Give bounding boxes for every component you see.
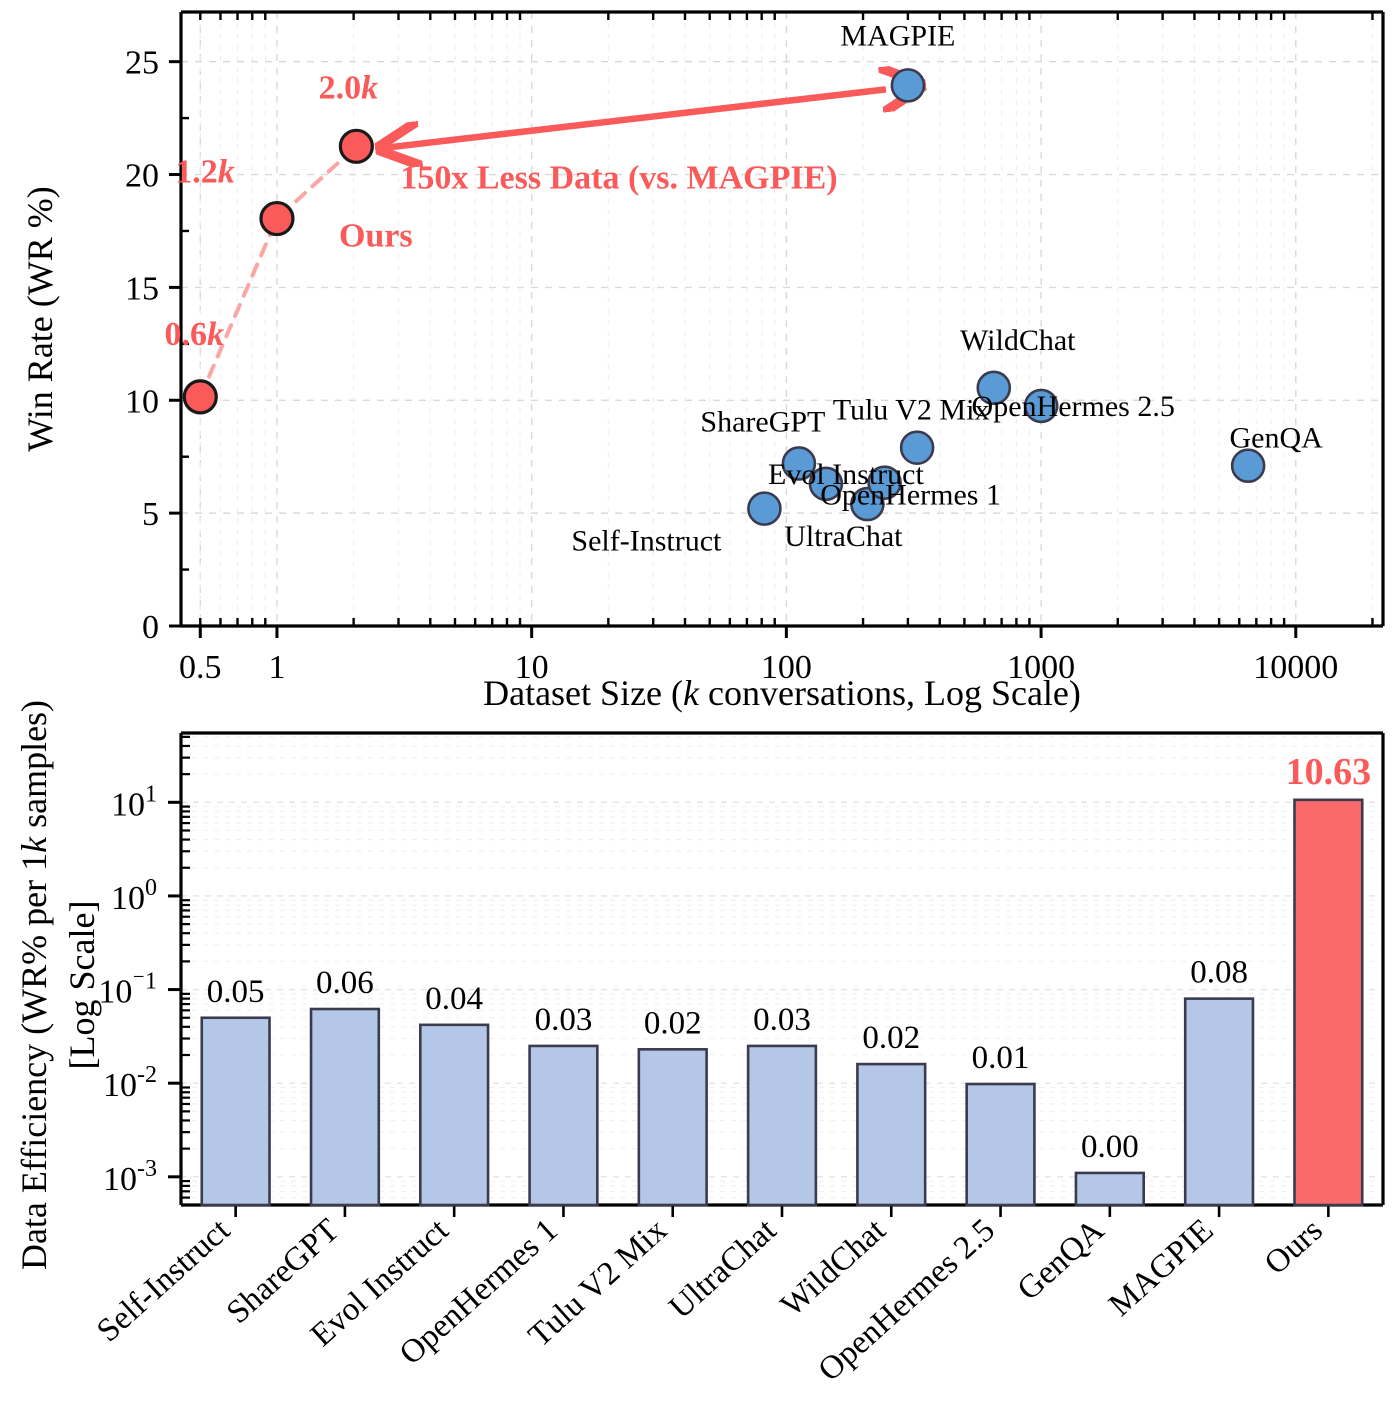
scatter-marker-genqa bbox=[1230, 448, 1266, 484]
bar-value-label-evol-instruct: 0.04 bbox=[425, 981, 483, 1017]
bar-y-tick-0: 101 bbox=[111, 781, 157, 823]
magpie-comparison-arrow bbox=[380, 89, 886, 148]
bar-value-label-wildchat: 0.02 bbox=[862, 1020, 920, 1056]
scatter-y-axis-title: Win Rate (WR %) bbox=[20, 186, 60, 451]
scatter-label-self-instruct: Self-Instruct bbox=[571, 525, 722, 558]
svg-text:20: 20 bbox=[125, 158, 159, 195]
bar-y-tick-1: 100 bbox=[111, 875, 157, 917]
scatter-y-tick-labels: 0 5 10 15 20 25 bbox=[125, 45, 159, 646]
ours-size-label-1.2k: 1.2k bbox=[175, 154, 235, 191]
scatter-label-wildchat: WildChat bbox=[960, 324, 1076, 357]
bar-wildchat bbox=[856, 1062, 927, 1207]
bar-value-label-openhermes-1: 0.03 bbox=[535, 1002, 593, 1038]
bar-y-tick-3: 10-2 bbox=[103, 1062, 157, 1104]
scatter-label-evol-instruct: Evol Instruct bbox=[768, 458, 924, 491]
bar-y-tick-labels: 101 100 10⁻1 10-2 10-3 bbox=[98, 781, 157, 1197]
bar-tick-marks bbox=[168, 735, 1330, 1217]
scatter-marker-magpie bbox=[890, 68, 926, 103]
scatter-label-magpie: MAGPIE bbox=[840, 19, 955, 52]
bar-value-label-self-instruct: 0.05 bbox=[207, 974, 265, 1010]
scatter-point-labels: Self-Instruct ShareGPT Evol Instruct UltraC… bbox=[165, 19, 1324, 557]
scatter-label-sharegpt: ShareGPT bbox=[700, 405, 825, 438]
scatter-marker-wildchat bbox=[976, 370, 1012, 406]
scatter-panel: 0.5 1 10 100 1000 10000 0 5 10 15 20 25 Self-Instr… bbox=[20, 10, 1385, 713]
bar-magpie bbox=[1183, 997, 1255, 1207]
svg-text:25: 25 bbox=[125, 45, 159, 82]
scatter-marker-self-instruct bbox=[747, 491, 782, 526]
scatter-tick-marks bbox=[169, 12, 1374, 638]
svg-text:10000: 10000 bbox=[1253, 649, 1338, 686]
svg-text:5: 5 bbox=[142, 496, 159, 533]
bar-tulu-v2-mix bbox=[637, 1048, 708, 1207]
svg-text:15: 15 bbox=[125, 270, 159, 307]
ours-marker-0.6k bbox=[182, 379, 218, 415]
bar-ours bbox=[1293, 798, 1364, 1207]
scatter-x-axis-title: Dataset Size (k conversations, Log Scale… bbox=[483, 673, 1081, 713]
scatter-marker-evol-instruct bbox=[808, 466, 844, 502]
bar-y-tick-2: 10⁻1 bbox=[98, 969, 157, 1011]
bar-sharegpt bbox=[309, 1007, 381, 1207]
ours-marker-1.2k bbox=[259, 200, 295, 237]
ours-size-label-2.0k: 2.0k bbox=[319, 69, 379, 106]
bar-rectangles bbox=[200, 798, 1364, 1207]
bar-y-axis-title-line1: Data Efficiency (WR% per 1k samples) bbox=[14, 700, 54, 1270]
scatter-marker-sharegpt bbox=[781, 446, 817, 481]
svg-text:100: 100 bbox=[761, 649, 812, 686]
bar-value-label-sharegpt: 0.06 bbox=[316, 965, 374, 1001]
svg-text:1: 1 bbox=[268, 649, 285, 686]
scatter-marker-tulu-v2-mix bbox=[899, 430, 935, 465]
ours-size-label-0.6k: 0.6k bbox=[165, 316, 225, 353]
scatter-label-openhermes-2-5: OpenHermes 2.5 bbox=[972, 390, 1175, 423]
bar-y-tick-4: 10-3 bbox=[103, 1156, 157, 1198]
bar-genqa bbox=[1074, 1171, 1145, 1207]
bar-value-label-magpie: 0.08 bbox=[1190, 955, 1248, 991]
scatter-label-ultrachat: UltraChat bbox=[784, 520, 903, 553]
svg-text:10: 10 bbox=[515, 649, 549, 686]
scatter-marker-openhermes-2-5 bbox=[1023, 388, 1059, 424]
scatter-label-openhermes-1: OpenHermes 1 bbox=[820, 479, 1001, 512]
bar-openhermes-1 bbox=[528, 1044, 599, 1207]
scatter-data-points bbox=[182, 68, 1266, 526]
bar-value-label-ultrachat: 0.03 bbox=[753, 1002, 811, 1038]
scatter-marker-openhermes-1 bbox=[867, 465, 902, 500]
bar-value-label-openhermes-2-5: 0.01 bbox=[972, 1040, 1030, 1076]
bar-value-labels: 0.05 0.06 0.04 0.03 0.02 0.03 0.02 0.01 0.00 0.08… bbox=[207, 751, 1371, 1165]
bar-value-label-tulu-v2-mix: 0.02 bbox=[644, 1005, 702, 1041]
bar-evol-instruct bbox=[419, 1023, 490, 1207]
svg-text:0.5: 0.5 bbox=[179, 649, 222, 686]
bar-ultrachat bbox=[746, 1044, 818, 1207]
svg-text:10: 10 bbox=[125, 383, 159, 420]
scatter-label-tulu-v2-mix: Tulu V2 Mix bbox=[833, 394, 990, 427]
bar-minor-gridlines bbox=[181, 736, 1383, 1206]
bar-openhermes-2-5 bbox=[965, 1082, 1036, 1207]
bar-value-label-genqa: 0.00 bbox=[1081, 1129, 1139, 1165]
annotation-150x-less-data: 150x Less Data (vs. MAGPIE) bbox=[400, 159, 837, 196]
scatter-label-genqa: GenQA bbox=[1229, 422, 1323, 455]
ours-series-label: Ours bbox=[339, 218, 413, 255]
svg-text:0: 0 bbox=[142, 609, 159, 646]
ours-trend-line bbox=[198, 144, 359, 399]
svg-text:1000: 1000 bbox=[1007, 649, 1075, 686]
scatter-x-tick-labels: 0.5 1 10 100 1000 10000 bbox=[179, 649, 1338, 686]
bar-self-instruct bbox=[200, 1016, 271, 1207]
bar-y-axis-title-line2: [Log Scale] bbox=[62, 901, 102, 1070]
bar-value-label-ours: 10.63 bbox=[1286, 751, 1372, 793]
ours-marker-2.0k bbox=[338, 128, 374, 164]
